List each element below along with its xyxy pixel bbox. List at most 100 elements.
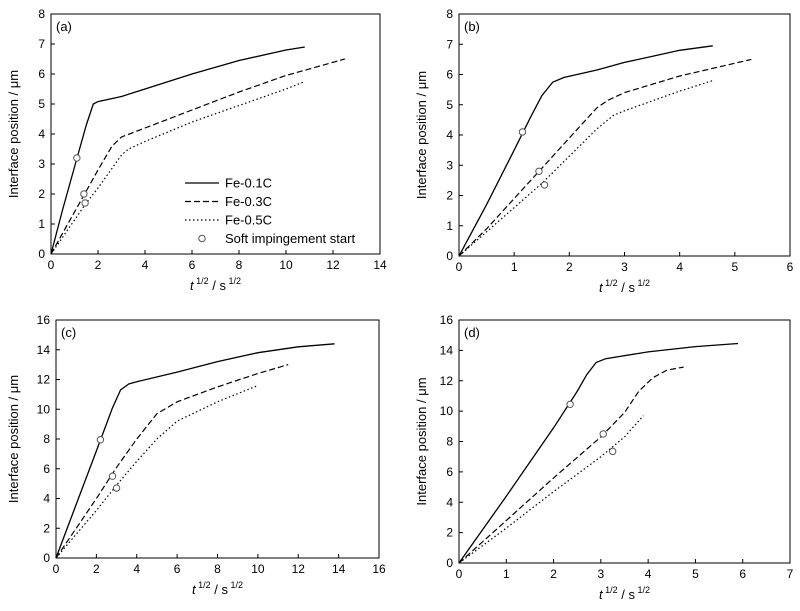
y-tick-label: 5 [38,97,45,111]
x-tick-label: 14 [373,258,387,272]
x-axis-label-part: t [192,582,197,597]
chart-panel: 0 1 2 3 4 5 6 0 1 2 3 4 5 6 7 8 (b) Interface position / … [414,7,794,295]
y-tick-label: 5 [446,98,453,112]
legend-label: Fe-0.5C [225,213,272,228]
x-axis-label-part: t [190,278,195,293]
y-axis-label: Interface position / μm [414,377,429,505]
y-tick-label: 12 [37,373,51,387]
series-line-fe-0-1c [458,45,713,257]
y-tick-label: 14 [440,343,454,357]
y-tick-label: 4 [446,495,453,509]
y-axis-label: Interface position / μm [414,71,429,199]
series-line-fe-0-5c [458,415,644,564]
soft-impingement-marker [540,181,549,189]
soft-impingement-marker [81,199,89,207]
x-tick-label: 4 [142,258,149,272]
y-tick-label: 2 [38,187,45,201]
soft-impingement-marker [96,436,105,444]
legend-marker [198,234,206,243]
y-axis-label: Interface position / μm [6,375,21,503]
x-tick-label: 8 [236,258,243,272]
x-tick-label: 3 [598,567,605,581]
series-line-fe-0-5c [55,384,259,559]
x-tick-label: 12 [292,562,306,576]
series-line-fe-0-1c [458,342,739,564]
y-tick-label: 8 [43,432,50,446]
x-tick-label: 2 [550,567,557,581]
y-tick-label: 10 [440,404,454,418]
x-axis-label-part: / s [618,280,636,295]
x-axis-label: t 1/2 / s 1/2 [190,276,241,293]
soft-impingement-marker [599,430,607,438]
y-tick-label: 3 [38,157,45,171]
x-tick-label: 0 [456,567,463,581]
y-tick-label: 16 [37,313,51,327]
soft-impingement-marker [535,167,543,176]
y-tick-label: 16 [440,313,454,327]
soft-impingement-marker [73,154,81,162]
legend-label: Fe-0.1C [225,176,272,191]
x-tick-label: 14 [332,562,346,576]
plot-frame [458,13,791,257]
y-tick-label: 6 [38,67,45,81]
y-tick-label: 2 [43,521,50,535]
plot-frame [55,319,380,559]
y-tick-label: 8 [38,7,45,21]
y-tick-label: 0 [38,247,45,261]
x-axis-label-part: 1/2 [226,276,241,286]
panel-label: (b) [464,19,480,34]
x-tick-label: 12 [326,258,340,272]
x-tick-label: 1 [503,567,510,581]
plot-frame [50,13,381,255]
legend-label: Fe-0.3C [225,194,272,209]
x-tick-label: 4 [676,260,683,274]
series-line-fe-0-3c [50,58,345,255]
soft-impingement-marker [108,472,117,480]
x-tick-label: 6 [174,562,181,576]
y-axis-label: Interface position / μm [6,70,21,198]
x-tick-label: 8 [214,562,221,576]
legend: Fe-0.1C Fe-0.3C Fe-0.5C Soft impingement st… [185,176,355,246]
x-axis-label-part: 1/2 [603,278,618,288]
x-tick-label: 0 [53,562,60,576]
x-tick-label: 6 [739,567,746,581]
x-axis-label: t 1/2 / s 1/2 [599,278,650,295]
plot-frame [458,319,791,564]
y-tick-label: 8 [446,7,453,21]
y-tick-label: 7 [446,37,453,51]
x-axis-label-part: t [599,280,604,295]
x-tick-label: 2 [93,562,100,576]
soft-impingement-marker [112,484,121,492]
y-tick-label: 1 [38,217,45,231]
y-tick-label: 8 [446,435,453,449]
y-tick-label: 6 [446,465,453,479]
x-axis-label-part: / s [618,587,636,602]
x-axis-label-part: 1/2 [194,276,209,286]
x-axis-label-part: 1/2 [196,580,211,590]
soft-impingement-marker [80,190,88,198]
y-tick-label: 10 [37,402,51,416]
series-line-fe-0-1c [55,343,335,559]
x-axis-label-part: t [599,587,604,602]
x-tick-label: 10 [251,562,265,576]
y-tick-label: 6 [43,462,50,476]
x-axis-label-part: 1/2 [228,580,243,590]
y-tick-label: 2 [446,189,453,203]
x-tick-label: 4 [645,567,652,581]
x-axis-label-part: 1/2 [635,585,650,595]
x-axis-label-part: 1/2 [603,585,618,595]
y-tick-label: 0 [446,249,453,263]
x-tick-label: 0 [456,260,463,274]
series-line-fe-0-3c [458,366,684,564]
series-line-fe-0-3c [458,58,752,257]
y-tick-label: 12 [440,374,454,388]
panel-label: (c) [61,325,76,340]
x-tick-label: 2 [566,260,573,274]
panel-label: (d) [464,325,480,340]
x-tick-label: 3 [621,260,628,274]
y-tick-label: 4 [43,492,50,506]
y-tick-label: 4 [38,127,45,141]
